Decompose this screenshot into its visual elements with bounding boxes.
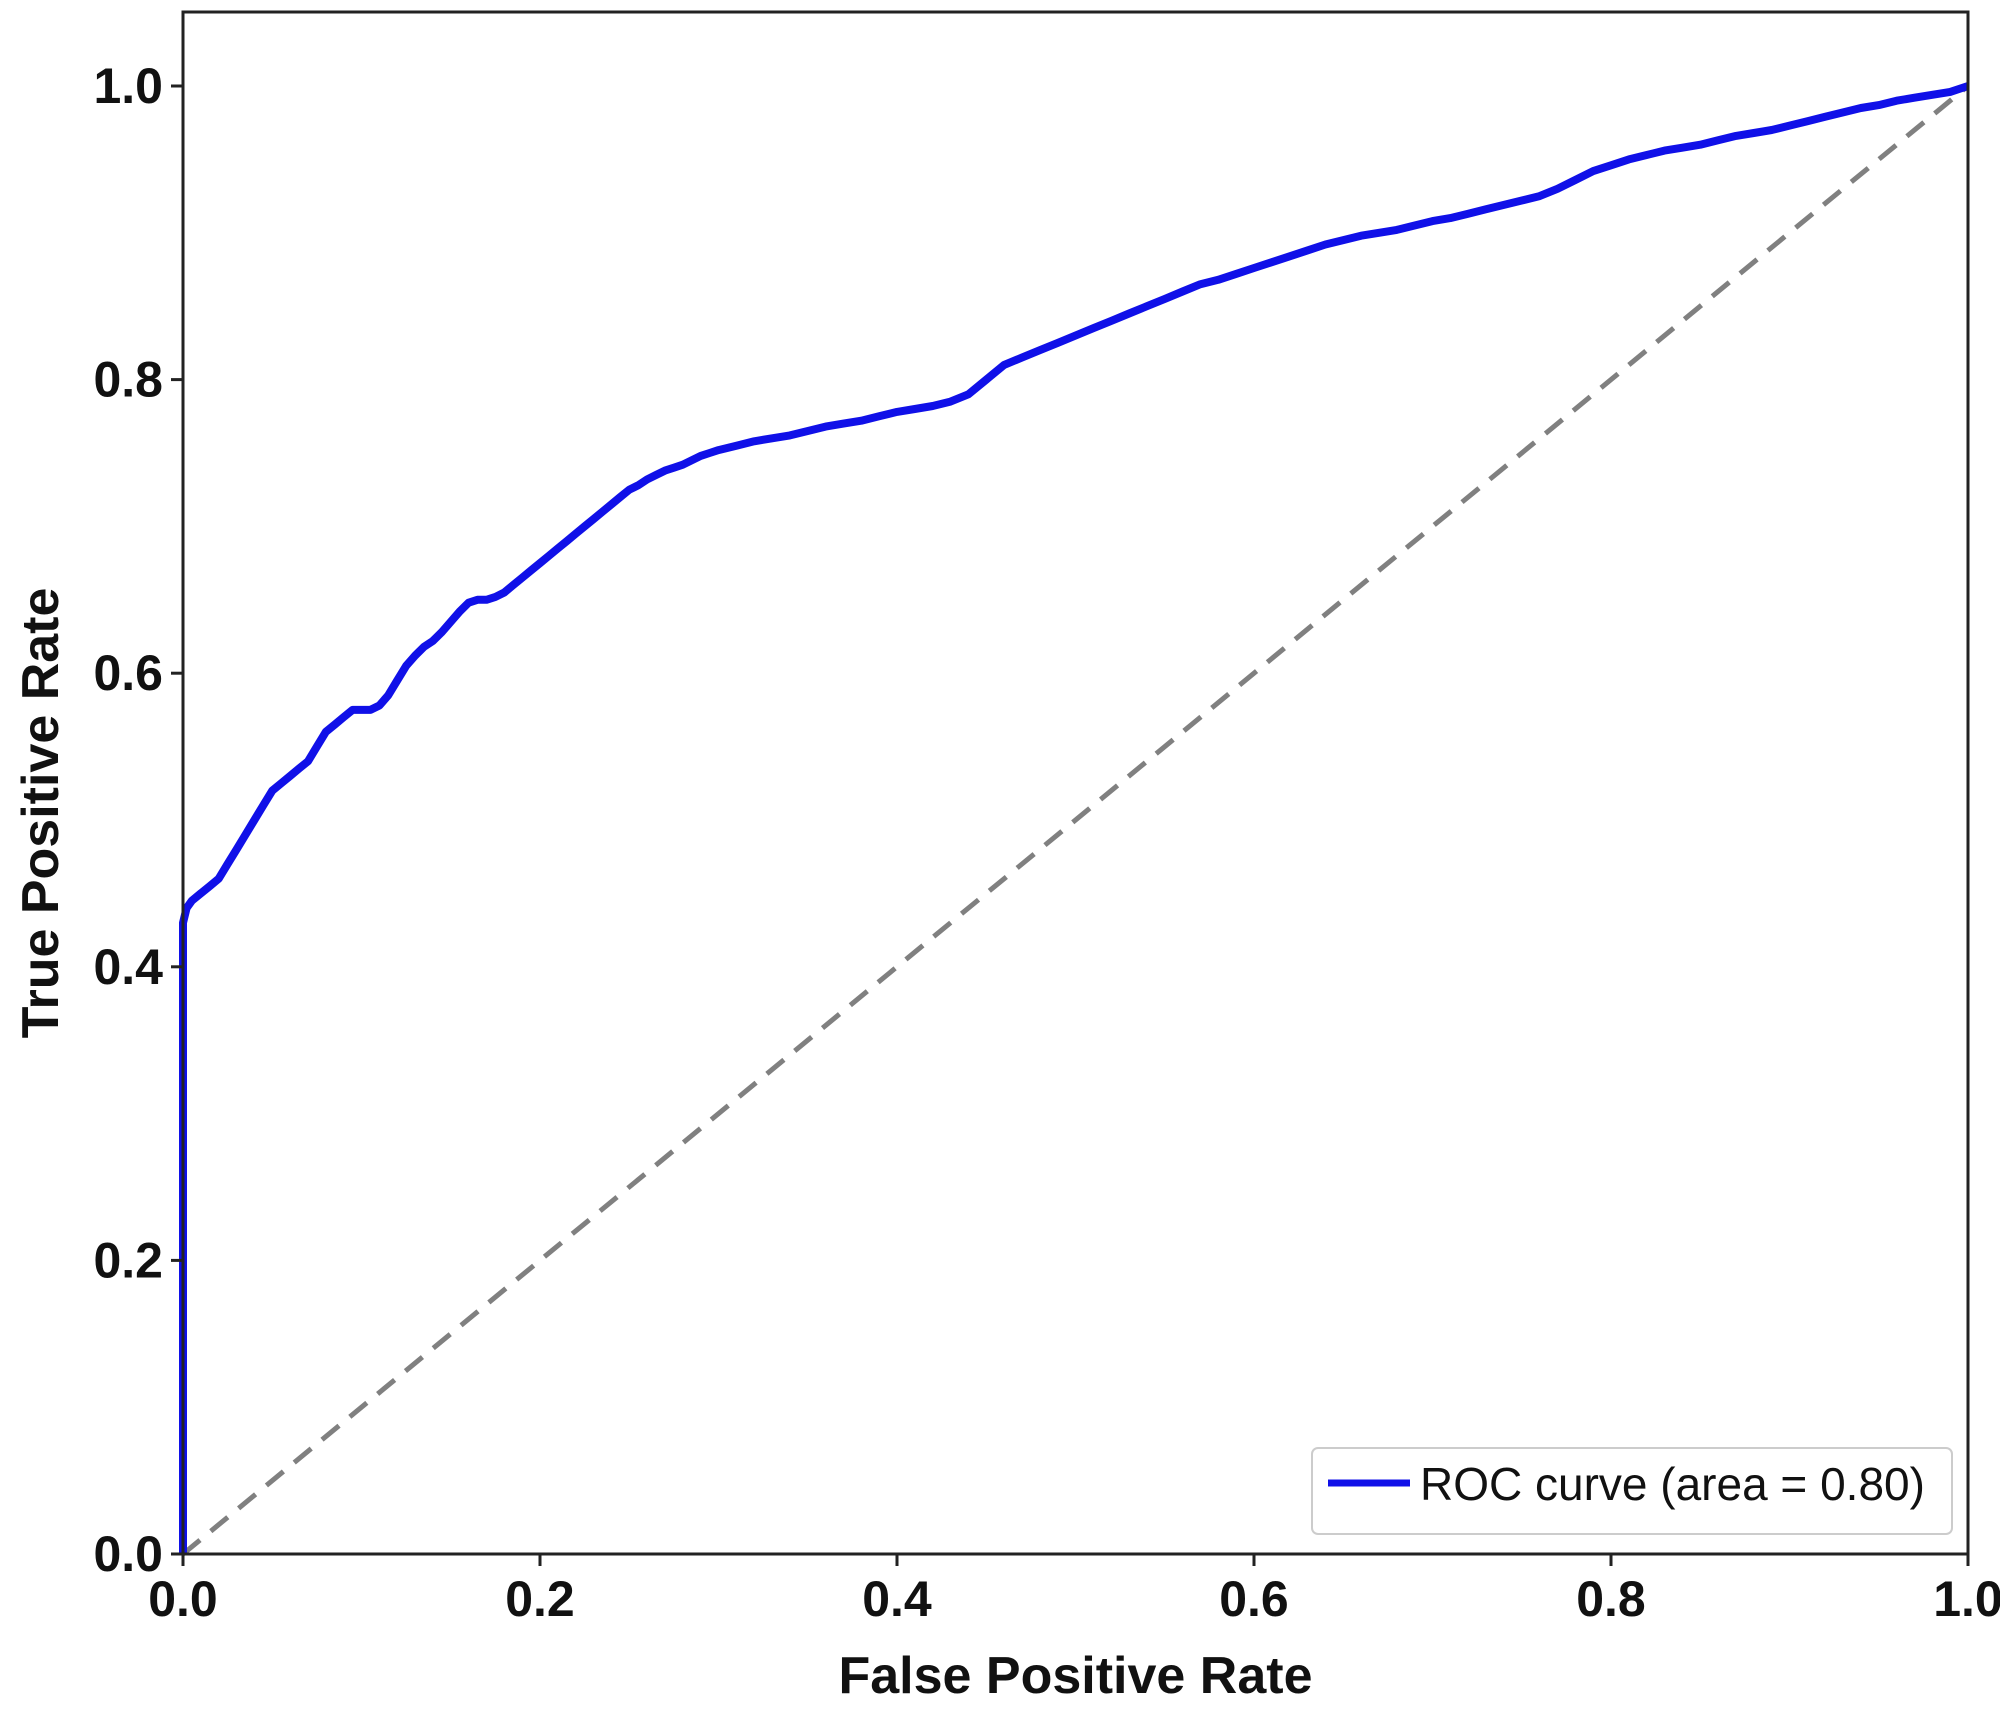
y-axis-ticks: 0.0 0.2 0.4 0.6 0.8 1.0: [93, 58, 183, 1582]
y-tick-label: 1.0: [93, 58, 163, 114]
legend-box: [1311, 1447, 1953, 1535]
plot-area: [179, 82, 1970, 1556]
y-tick-label: 0.8: [93, 352, 163, 408]
x-tick-label: 0.6: [1219, 1571, 1289, 1627]
x-tick-label: 0.2: [505, 1571, 575, 1627]
legend-label-roc: ROC curve (area = 0.80): [1420, 1458, 1925, 1510]
roc-curve-line: [179, 82, 1970, 1554]
y-axis-title: True Positive Rate: [12, 588, 70, 1039]
y-tick-label: 0.4: [93, 939, 163, 995]
x-tick-label: 1.0: [1933, 1571, 2000, 1627]
x-axis-ticks: 0.0 0.2 0.4 0.6 0.8 1.0: [148, 1554, 2000, 1627]
legend: ROC curve (area = 0.80): [1311, 1447, 1953, 1535]
chance-diagonal-line: [181, 84, 1970, 1556]
y-tick-label: 0.2: [93, 1232, 163, 1288]
x-tick-label: 0.8: [1576, 1571, 1646, 1627]
x-tick-label: 0.4: [862, 1571, 932, 1627]
x-axis-title: False Positive Rate: [839, 1647, 1313, 1705]
y-tick-label: 0.0: [93, 1526, 163, 1582]
x-tick-label: 0.0: [148, 1571, 218, 1627]
plot-frame: [181, 10, 1970, 1556]
y-tick-label: 0.6: [93, 645, 163, 701]
